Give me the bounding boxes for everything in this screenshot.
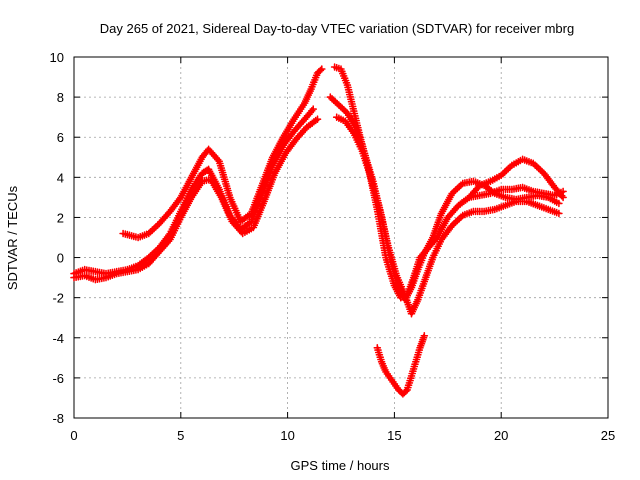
- y-tick-label-4: 0: [57, 251, 64, 266]
- grid-layer: [74, 57, 608, 418]
- series-track-6: [332, 113, 563, 318]
- y-tick-label-5: 2: [57, 210, 64, 225]
- x-tick-label-1: 5: [177, 428, 184, 443]
- y-tick-label-7: 6: [57, 130, 64, 145]
- x-tick-label-2: 10: [280, 428, 294, 443]
- y-tick-label-9: 10: [50, 50, 64, 65]
- y-tick-label-2: -4: [52, 331, 64, 346]
- x-tick-label-3: 15: [387, 428, 401, 443]
- y-tick-label-8: 8: [57, 90, 64, 105]
- series-layer: [70, 63, 567, 398]
- chart-title: Day 265 of 2021, Sidereal Day-to-day VTE…: [100, 21, 574, 36]
- series-track-3: [119, 65, 326, 242]
- y-tick-label-0: -8: [52, 411, 64, 426]
- x-tick-label-5: 25: [601, 428, 615, 443]
- series-track-4: [330, 63, 567, 302]
- series-track-8: [373, 332, 429, 398]
- x-tick-label-4: 20: [494, 428, 508, 443]
- y-tick-label-3: -2: [52, 291, 64, 306]
- y-tick-label-6: 4: [57, 170, 64, 185]
- x-axis-title: GPS time / hours: [291, 458, 390, 473]
- series-track-7: [465, 155, 567, 202]
- plot-frame: [73, 56, 609, 419]
- series-track-2: [70, 115, 322, 284]
- y-axis-title: SDTVAR / TECUs: [5, 185, 20, 290]
- x-tick-label-0: 0: [70, 428, 77, 443]
- y-tick-label-1: -6: [52, 371, 64, 386]
- tick-layer: 0 5 10 15 20 25 -8 -6 -4 -2 0 2 4 6 8 10: [50, 50, 616, 443]
